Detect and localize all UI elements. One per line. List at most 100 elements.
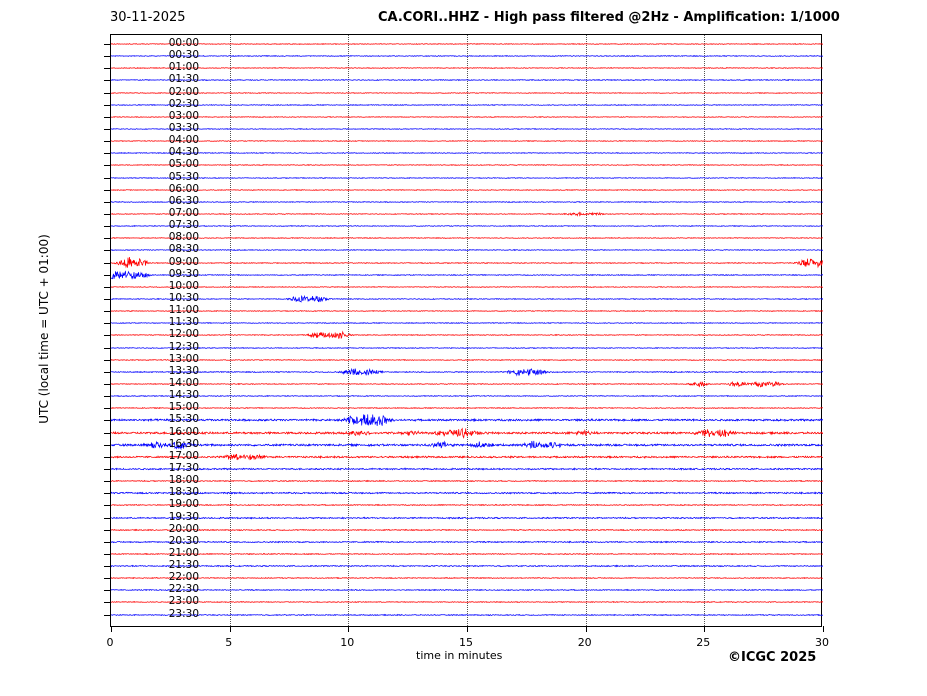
y-tick <box>104 493 111 495</box>
y-tick <box>104 323 111 325</box>
y-axis-label-1930: 19:30 <box>168 510 199 523</box>
y-tick <box>104 274 111 276</box>
x-tick-30 <box>823 626 824 632</box>
y-axis-label-0300: 03:00 <box>168 109 199 122</box>
y-axis-label-2100: 21:00 <box>168 546 199 559</box>
y-axis-label-0400: 04:00 <box>168 134 199 147</box>
y-tick <box>104 335 111 337</box>
x-tick-5 <box>229 626 231 632</box>
y-tick <box>104 226 111 228</box>
y-axis-label-1130: 11:30 <box>168 316 199 329</box>
y-axis-label-0330: 03:30 <box>168 122 199 134</box>
y-tick <box>104 517 111 519</box>
x-axis-label-0: 0 <box>106 636 114 649</box>
y-axis-label-2130: 21:30 <box>168 559 199 571</box>
y-tick <box>104 104 111 106</box>
y-axis-label-2000: 20:00 <box>168 522 199 535</box>
y-tick <box>104 578 111 580</box>
y-tick <box>104 311 111 313</box>
y-axis-label-1700: 17:00 <box>168 449 199 462</box>
y-tick <box>104 529 111 531</box>
grid-line-10 <box>348 35 350 626</box>
y-tick <box>104 590 111 592</box>
y-tick <box>104 481 111 482</box>
y-axis-label-1230: 12:30 <box>168 340 199 353</box>
y-axis-label-0830: 08:30 <box>168 243 199 256</box>
grid-line-25 <box>704 35 706 626</box>
y-axis-label-1630: 16:30 <box>168 437 199 450</box>
y-axis-label-2230: 22:30 <box>168 583 199 596</box>
y-axis-label-0230: 02:30 <box>168 97 199 110</box>
y-axis-label-2330: 23:30 <box>168 607 199 620</box>
y-tick <box>104 250 111 252</box>
y-tick <box>104 553 111 555</box>
y-axis-label-0500: 05:00 <box>168 158 199 171</box>
y-tick <box>104 80 111 82</box>
y-axis-label-0530: 05:30 <box>168 170 199 183</box>
y-axis-label-0800: 08:00 <box>168 231 199 244</box>
y-axis-label-1030: 10:30 <box>168 291 199 304</box>
x-axis-label-30: 30 <box>815 636 829 649</box>
y-tick <box>104 92 111 94</box>
y-axis-label-1400: 14:00 <box>168 376 199 389</box>
y-axis-label-1500: 15:00 <box>168 401 199 414</box>
y-axis-label-0900: 09:00 <box>168 255 199 268</box>
x-axis-label-10: 10 <box>340 636 355 649</box>
x-axis-title: time in minutes <box>416 649 503 662</box>
grid-line-20 <box>585 35 587 626</box>
y-tick <box>104 44 111 45</box>
helicorder-plot-area <box>104 34 824 632</box>
x-tick-0 <box>111 626 112 632</box>
y-axis-label-0430: 04:30 <box>168 146 199 159</box>
y-tick <box>104 432 111 434</box>
y-tick <box>104 371 111 373</box>
y-axis-label-0630: 06:30 <box>168 194 199 207</box>
y-axis-label-1300: 13:00 <box>168 352 199 365</box>
y-tick <box>104 189 111 191</box>
y-tick <box>104 408 111 410</box>
y-tick <box>104 141 111 143</box>
y-tick <box>104 286 111 288</box>
y-axis-label-0200: 02:00 <box>168 85 199 98</box>
x-tick-15 <box>467 626 468 632</box>
y-tick <box>104 116 111 118</box>
y-tick <box>104 359 111 361</box>
y-axis-label-1730: 17:30 <box>168 461 199 474</box>
y-axis-label-0030: 00:30 <box>168 49 199 62</box>
x-axis-label-20: 20 <box>577 636 592 649</box>
y-tick <box>104 541 111 543</box>
y-tick <box>104 420 111 422</box>
x-axis-label-5: 5 <box>225 636 233 649</box>
x-tick-10 <box>348 626 350 632</box>
y-tick <box>104 566 111 567</box>
x-tick-25 <box>704 626 706 632</box>
copyright-label: ©ICGC 2025 <box>728 650 817 665</box>
y-axis-label-1830: 18:30 <box>168 486 199 499</box>
y-tick <box>104 468 111 470</box>
y-axis-label-1100: 11:00 <box>168 304 199 317</box>
y-axis-label-1330: 13:30 <box>168 364 199 377</box>
y-axis-label-1430: 14:30 <box>168 389 199 402</box>
y-tick <box>104 383 111 385</box>
y-tick <box>104 177 111 179</box>
y-axis-label-2030: 20:30 <box>168 534 199 547</box>
x-tick-20 <box>585 626 587 632</box>
y-axis-label-0100: 01:00 <box>168 61 199 74</box>
y-tick <box>104 396 111 398</box>
date-label: 30-11-2025 <box>110 10 186 25</box>
x-axis-label-15: 15 <box>459 636 473 649</box>
y-tick <box>104 214 111 215</box>
y-tick <box>104 444 111 446</box>
y-tick <box>104 165 111 167</box>
y-tick <box>104 614 111 616</box>
y-tick <box>104 129 111 130</box>
y-tick <box>104 238 111 240</box>
y-axis-label-1600: 16:00 <box>168 425 199 438</box>
y-axis-label-1530: 15:30 <box>168 413 199 426</box>
grid-line-15 <box>467 35 468 626</box>
y-tick <box>104 153 111 155</box>
y-axis-label-2300: 23:00 <box>168 595 199 608</box>
y-tick <box>104 201 111 203</box>
y-axis-label-1900: 19:00 <box>168 498 199 511</box>
y-axis-label-0600: 06:00 <box>168 182 199 195</box>
